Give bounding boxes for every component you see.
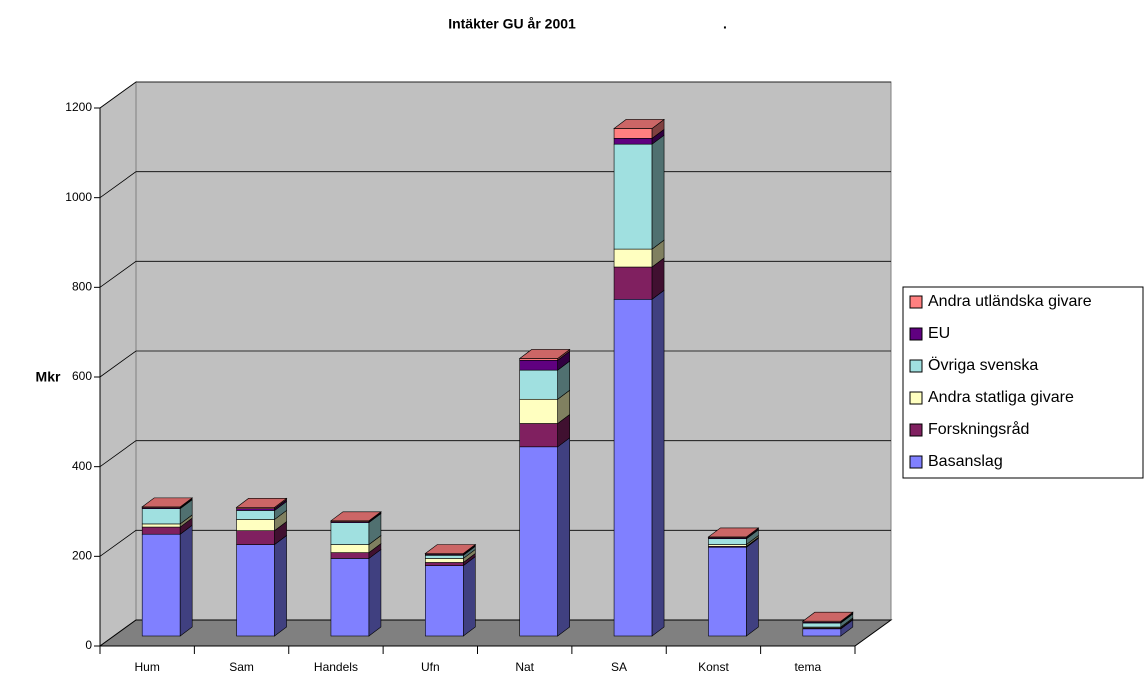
bar-segment [613, 128, 653, 139]
bar-segment [519, 398, 558, 424]
chart-subtitle: . [723, 16, 727, 32]
legend-swatch [909, 423, 923, 437]
bar-segment [141, 523, 181, 528]
y-tick-label: 600 [72, 369, 92, 383]
bar-top [424, 544, 477, 554]
bar-segment [330, 558, 370, 637]
bar-segment [519, 369, 558, 400]
x-tick-label: Nat [515, 660, 534, 673]
bar-segment [708, 538, 747, 545]
bar-side [651, 289, 665, 637]
bar-segment [519, 446, 558, 637]
x-tick-label: Konst [698, 660, 729, 673]
y-tick-label: 1200 [65, 100, 92, 114]
bar-top [707, 527, 760, 538]
bar-side [651, 134, 665, 250]
bar-segment [425, 565, 464, 637]
bar-side [179, 524, 193, 637]
bar-segment [141, 533, 181, 637]
x-tick-label: tema [794, 660, 821, 673]
bar-side [368, 548, 382, 637]
bar-top [518, 349, 571, 359]
bar-segment [330, 522, 370, 545]
bar-segment [330, 544, 370, 553]
bar-segment [141, 526, 181, 535]
legend-label: Basanslag [928, 453, 1003, 470]
bar-side [274, 534, 287, 637]
floor [98, 619, 893, 647]
chart-title: Intäkter GU år 2001 [448, 16, 576, 32]
bar-top [613, 119, 665, 129]
legend-swatch [909, 359, 923, 373]
y-tick-label: 400 [72, 459, 92, 473]
y-tick-label: 1000 [65, 190, 92, 204]
y-tick-label: 200 [72, 549, 92, 563]
bar-segment [236, 530, 275, 545]
bar-segment [236, 519, 275, 531]
legend-swatch [909, 455, 923, 469]
legend-swatch [909, 391, 923, 405]
legend-label: Andra statliga givare [928, 389, 1074, 406]
bar-segment [236, 510, 275, 520]
x-tick-label: Handels [314, 660, 358, 673]
bar-segment [425, 562, 464, 566]
x-tick-label: Sam [229, 660, 254, 673]
bar-segment [613, 138, 653, 145]
bar-side [463, 556, 476, 637]
legend-label: Övriga svenska [928, 356, 1038, 374]
bar-top [235, 498, 288, 508]
y-tick-label: 0 [85, 638, 92, 652]
x-tick-label: Hum [135, 660, 160, 673]
legend-label: Forskningsråd [928, 420, 1029, 438]
bar-top [330, 511, 382, 522]
legend-box [902, 286, 1144, 479]
bar-segment [519, 359, 558, 371]
legend-label: EU [928, 325, 950, 342]
bar-segment [425, 554, 464, 559]
bar-segment [708, 546, 747, 637]
legend-label: Andra utländska givare [928, 293, 1092, 310]
bar-segment [141, 508, 181, 525]
bar-segment [613, 299, 653, 637]
bar-segment [425, 558, 464, 563]
bar-segment [802, 628, 842, 637]
bar-side [746, 537, 759, 637]
x-tick-label: SA [611, 660, 627, 673]
bar-side [557, 437, 570, 637]
legend-swatch [909, 295, 923, 309]
bar-segment [613, 266, 653, 300]
y-axis-label: Mkr [36, 369, 61, 385]
bar-segment [613, 248, 653, 268]
bar-segment [330, 552, 370, 559]
bar-segment [613, 143, 653, 250]
legend-swatch [909, 327, 923, 341]
bar-segment [236, 544, 275, 637]
bar-segment [802, 622, 842, 628]
grid-line [99, 81, 891, 109]
x-tick-label: Ufn [421, 660, 440, 673]
bar-segment [519, 423, 558, 448]
bar-top [141, 497, 194, 508]
y-tick-label: 800 [72, 280, 92, 294]
bar-top [801, 611, 854, 622]
